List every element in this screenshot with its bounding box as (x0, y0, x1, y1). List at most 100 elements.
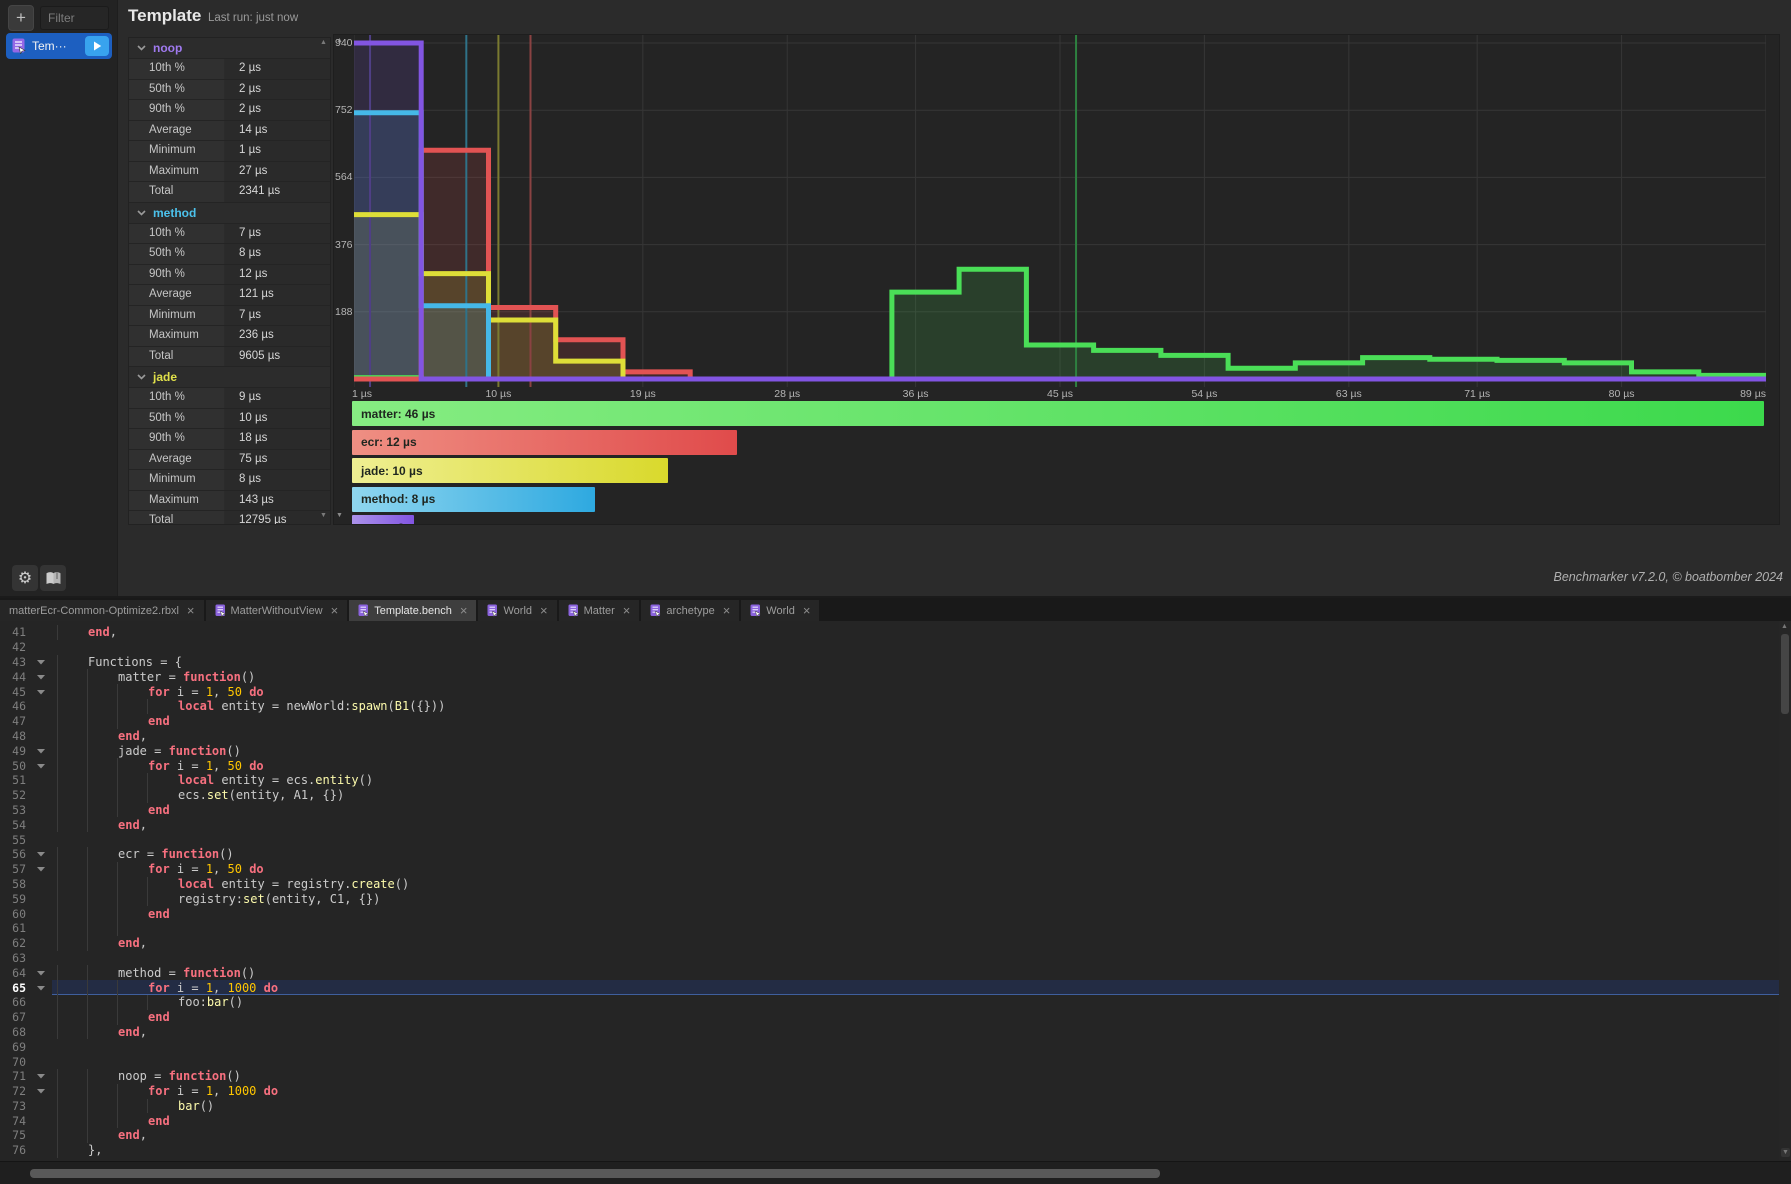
code-line-73[interactable]: 73 bar() (0, 1098, 1791, 1114)
editor-tab-World[interactable]: World × (741, 600, 820, 621)
hscroll-thumb[interactable] (30, 1169, 1160, 1178)
editor-vertical-scrollbar[interactable]: ▲ ▼ (1779, 621, 1791, 1160)
script-editor[interactable]: 41 end, 42 43 Functions = {44 matter = functi… (0, 621, 1791, 1161)
line-number: 69 (12, 1039, 26, 1054)
code-line-42[interactable]: 42 (0, 640, 1791, 655)
code-line-41[interactable]: 41 end, (0, 625, 1791, 640)
editor-tab-archetype[interactable]: archetype × (641, 600, 740, 621)
indent-guide (117, 787, 118, 803)
indent-guide (147, 787, 148, 803)
code-line-71[interactable]: 71 noop = function() (0, 1068, 1791, 1084)
x-tick-label: 28 µs (774, 388, 801, 400)
stat-value: 7 µs (225, 305, 330, 325)
vscroll-thumb[interactable] (1781, 634, 1789, 714)
code-text: for i = 1, 1000 do (148, 980, 279, 995)
fold-arrow-icon[interactable] (30, 970, 52, 976)
close-icon[interactable]: × (186, 603, 195, 618)
code-line-43[interactable]: 43 Functions = { (0, 654, 1791, 670)
code-line-65[interactable]: 65 for i = 1, 1000 do (0, 980, 1791, 995)
plugin-pane: + Tem··· ⚙ (0, 0, 1791, 596)
fold-arrow-icon[interactable] (30, 674, 52, 680)
fold-arrow-icon[interactable] (30, 851, 52, 857)
code-line-51[interactable]: 51 local entity = ecs.entity() (0, 772, 1791, 788)
line-number: 68 (12, 1024, 26, 1039)
close-icon[interactable]: × (622, 603, 631, 618)
code-line-46[interactable]: 46 local entity = newWorld:spawn(B1({})) (0, 698, 1791, 714)
code-line-70[interactable]: 70 (0, 1054, 1791, 1069)
stat-label: Minimum (129, 470, 224, 490)
fold-arrow-icon[interactable] (30, 866, 52, 872)
code-line-66[interactable]: 66 foo:bar() (0, 994, 1791, 1010)
editor-horizontal-scrollbar[interactable] (0, 1161, 1791, 1184)
editor-tab-matterEcr-Common-Optimize2.rbxl[interactable]: matterEcr-Common-Optimize2.rbxl × (0, 600, 204, 621)
code-line-48[interactable]: 48 end, (0, 728, 1791, 744)
close-icon[interactable]: × (802, 603, 811, 618)
close-icon[interactable]: × (330, 603, 339, 618)
scroll-down-icon[interactable]: ▼ (1781, 1148, 1790, 1157)
close-icon[interactable]: × (459, 603, 468, 618)
sidebar-item-template-bench[interactable]: Tem··· (6, 33, 112, 59)
code-line-47[interactable]: 47 end (0, 713, 1791, 729)
code-line-57[interactable]: 57 for i = 1, 50 do (0, 861, 1791, 877)
code-line-52[interactable]: 52 ecs.set(entity, A1, {}) (0, 787, 1791, 803)
run-benchmark-button[interactable] (85, 36, 109, 56)
code-line-53[interactable]: 53 end (0, 802, 1791, 818)
close-icon[interactable]: × (540, 603, 548, 618)
code-line-61[interactable]: 61 (0, 920, 1791, 936)
line-number: 75 (12, 1128, 26, 1143)
code-line-68[interactable]: 68 end, (0, 1024, 1791, 1040)
code-line-49[interactable]: 49 jade = function() (0, 743, 1791, 759)
fold-arrow-icon[interactable] (30, 659, 52, 665)
chart-scroll-down-icon[interactable]: ▼ (336, 512, 343, 519)
scroll-up-icon[interactable]: ▲ (1781, 623, 1788, 630)
stat-label: 50th % (129, 79, 224, 99)
code-line-50[interactable]: 50 for i = 1, 50 do (0, 758, 1791, 773)
stats-scroll-up-icon[interactable]: ▲ (320, 39, 327, 46)
filter-input[interactable] (40, 6, 109, 30)
code-line-45[interactable]: 45 for i = 1, 50 do (0, 684, 1791, 699)
fold-arrow-icon[interactable] (30, 763, 52, 769)
indent-guide (117, 772, 118, 788)
code-line-59[interactable]: 59 registry:set(entity, C1, {}) (0, 891, 1791, 907)
fold-arrow-icon[interactable] (30, 1088, 52, 1094)
stat-label: 90th % (129, 429, 224, 449)
stats-section-header-method[interactable]: method (129, 202, 330, 224)
code-line-55[interactable]: 55 (0, 832, 1791, 847)
fold-arrow-icon[interactable] (30, 985, 52, 991)
editor-tab-MatterWithoutView[interactable]: MatterWithoutView × (205, 600, 348, 621)
editor-tab-Matter[interactable]: Matter × (558, 600, 640, 621)
stats-scroll-down-icon[interactable]: ▼ (320, 512, 327, 519)
code-line-76[interactable]: 76}, (0, 1142, 1791, 1158)
code-line-58[interactable]: 58 local entity = registry.create() (0, 876, 1791, 892)
fold-arrow-icon[interactable] (30, 748, 52, 754)
code-line-64[interactable]: 64 method = function() (0, 965, 1791, 981)
editor-tab-Template.bench[interactable]: Template.bench × (349, 600, 477, 621)
editor-tab-World[interactable]: World × (478, 600, 557, 621)
code-line-67[interactable]: 67 end (0, 1009, 1791, 1025)
add-benchmark-button[interactable]: + (8, 5, 34, 31)
stats-section-header-jade[interactable]: jade (129, 367, 330, 388)
code-line-75[interactable]: 75 end, (0, 1128, 1791, 1143)
code-line-60[interactable]: 60 end (0, 906, 1791, 921)
fold-arrow-icon[interactable] (30, 689, 52, 695)
code-line-62[interactable]: 62 end, (0, 935, 1791, 951)
code-line-54[interactable]: 54 end, (0, 817, 1791, 833)
indent-guide (57, 891, 58, 907)
fold-arrow-icon[interactable] (30, 1073, 52, 1079)
settings-button[interactable]: ⚙ (12, 565, 38, 591)
line-number: 49 (12, 743, 26, 758)
chart-scroll-up-icon[interactable]: ▲ (336, 37, 343, 44)
close-icon[interactable]: × (722, 603, 731, 618)
indent-guide (87, 669, 88, 685)
stat-label: Maximum (129, 326, 224, 346)
code-line-72[interactable]: 72 for i = 1, 1000 do (0, 1083, 1791, 1099)
code-line-63[interactable]: 63 (0, 951, 1791, 966)
code-text: jade = function() (118, 743, 241, 758)
code-line-56[interactable]: 56 ecr = function() (0, 846, 1791, 862)
stats-section-header-noop[interactable]: noop (129, 38, 330, 59)
code-line-44[interactable]: 44 matter = function() (0, 669, 1791, 685)
code-line-69[interactable]: 69 (0, 1039, 1791, 1054)
docs-button[interactable] (40, 565, 66, 591)
code-line-74[interactable]: 74 end (0, 1113, 1791, 1129)
stats-row: Maximum 236 µs (129, 326, 330, 347)
